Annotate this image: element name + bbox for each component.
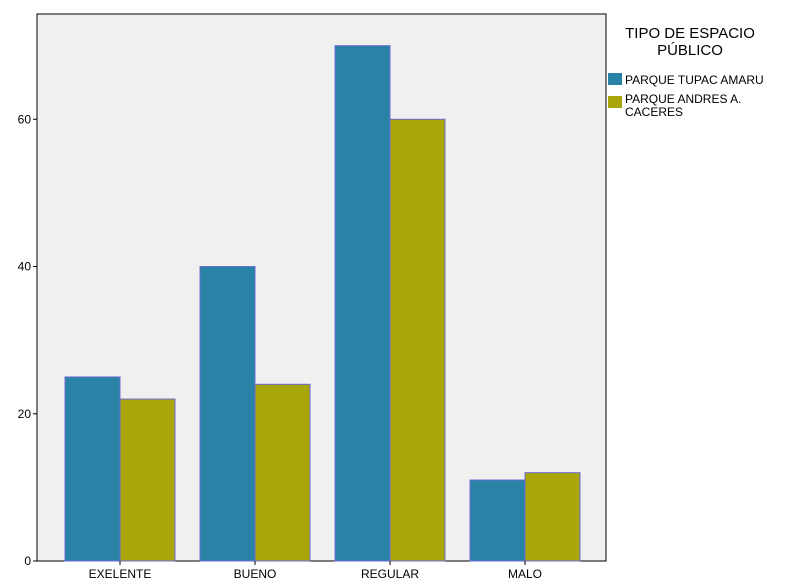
legend-title-line-1: TIPO DE ESPACIO	[625, 25, 755, 42]
y-tick-label: 40	[18, 260, 32, 274]
x-tick-label: BUENO	[234, 567, 277, 581]
bar-regular-series-1	[334, 45, 391, 562]
legend-label-series-2-line-1: PARQUE ANDRES A.	[625, 92, 741, 106]
legend-label-series-2-line-2: CACERES	[625, 105, 683, 119]
x-tick-label: MALO	[508, 567, 542, 581]
bar-malo-series-1	[469, 479, 526, 562]
bar-exelente-series-2	[119, 398, 176, 562]
legend-swatch-series-2	[608, 96, 622, 108]
bar-bueno-series-2	[254, 383, 311, 562]
bar-malo-series-2	[524, 472, 581, 562]
bar-regular-series-2	[389, 118, 446, 562]
legend-title-line-2: PÚBLICO	[657, 42, 723, 59]
bars-group	[64, 45, 581, 562]
y-tick-label: 20	[18, 407, 32, 421]
bar-bueno-series-1	[199, 266, 256, 562]
y-tick-label: 60	[18, 112, 32, 126]
legend-swatch-series-1	[608, 73, 622, 85]
legend-label-series-1: PARQUE TUPAC AMARU	[625, 73, 764, 87]
y-axis: 0 20 40 60	[18, 112, 37, 568]
x-tick-label: REGULAR	[361, 567, 419, 581]
x-tick-label: EXELENTE	[89, 567, 152, 581]
bar-exelente-series-1	[64, 376, 121, 562]
x-axis: EXELENTE BUENO REGULAR MALO	[89, 561, 542, 581]
y-tick-label: 0	[24, 554, 31, 568]
legend: TIPO DE ESPACIO PÚBLICO PARQUE TUPAC AMA…	[608, 25, 764, 119]
